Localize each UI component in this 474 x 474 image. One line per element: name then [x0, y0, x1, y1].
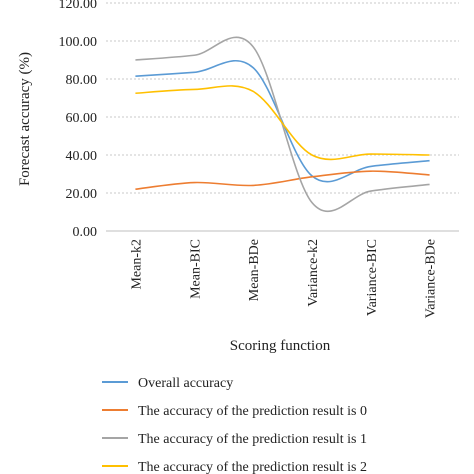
legend-label: The accuracy of the prediction result is… [138, 404, 367, 419]
series-line-1 [135, 170, 430, 190]
series-line-2 [135, 36, 430, 213]
series-line-3 [135, 85, 430, 161]
gridlines [106, 2, 459, 194]
legend-label: Overall accuracy [138, 376, 233, 391]
y-tick-label: 0.00 [73, 225, 98, 240]
legend: Overall accuracy The accuracy of the pred… [102, 376, 367, 474]
y-tick-label: 20.00 [66, 187, 98, 202]
y-axis-ticks: 0.00 20.00 40.00 60.00 80.00 100.00 120.00 [59, 0, 98, 240]
x-axis-ticks: Mean-k2 Mean-BIC Mean-BDe Variance-k2 Varian… [129, 239, 438, 318]
x-tick-label: Mean-BDe [247, 239, 262, 301]
y-tick-label: 40.00 [66, 149, 98, 164]
y-tick-label: 60.00 [66, 111, 98, 126]
x-tick-label: Mean-k2 [129, 239, 144, 290]
x-tick-label: Variance-BDe [424, 239, 439, 318]
x-tick-label: Variance-BIC [365, 239, 380, 316]
x-tick-label: Variance-k2 [306, 239, 321, 307]
legend-label: The accuracy of the prediction result is… [138, 432, 367, 447]
y-tick-label: 80.00 [66, 73, 98, 88]
y-tick-label: 100.00 [59, 35, 98, 50]
y-axis-title: Forecast accuracy (%) [17, 52, 33, 186]
legend-label: The accuracy of the prediction result is… [138, 460, 367, 474]
series-lines [135, 36, 430, 213]
y-tick-label: 120.00 [59, 0, 98, 12]
x-tick-label: Mean-BIC [188, 239, 203, 299]
x-axis-title: Scoring function [230, 338, 331, 354]
